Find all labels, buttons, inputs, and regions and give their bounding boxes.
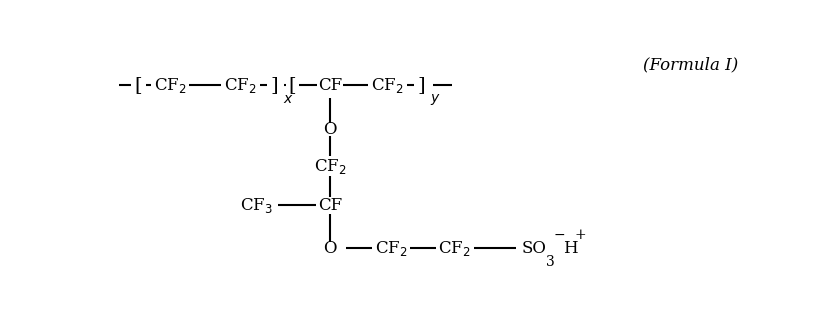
Text: CF$_2$: CF$_2$ (224, 76, 257, 94)
Text: 3: 3 (546, 255, 555, 269)
Text: CF$_2$: CF$_2$ (154, 76, 186, 94)
Text: [: [ (288, 76, 295, 94)
Text: SO: SO (522, 240, 547, 257)
Text: [: [ (134, 76, 142, 94)
Text: −: − (554, 228, 565, 241)
Text: CF$_2$: CF$_2$ (375, 239, 408, 258)
Text: ]: ] (417, 76, 426, 94)
Text: ]: ] (271, 76, 278, 94)
Text: $x$: $x$ (283, 92, 294, 106)
Text: O: O (323, 121, 337, 138)
Text: $y$: $y$ (430, 91, 441, 107)
Text: CF$_2$: CF$_2$ (314, 157, 346, 176)
Text: CF$_3$: CF$_3$ (240, 196, 273, 215)
Text: H: H (563, 240, 578, 257)
Text: +: + (575, 228, 587, 241)
Text: CF: CF (318, 197, 342, 214)
Text: CF: CF (318, 77, 342, 93)
Text: O: O (323, 240, 337, 257)
Text: (Formula I): (Formula I) (644, 56, 738, 73)
Text: CF$_2$: CF$_2$ (371, 76, 404, 94)
Text: CF$_2$: CF$_2$ (438, 239, 471, 258)
